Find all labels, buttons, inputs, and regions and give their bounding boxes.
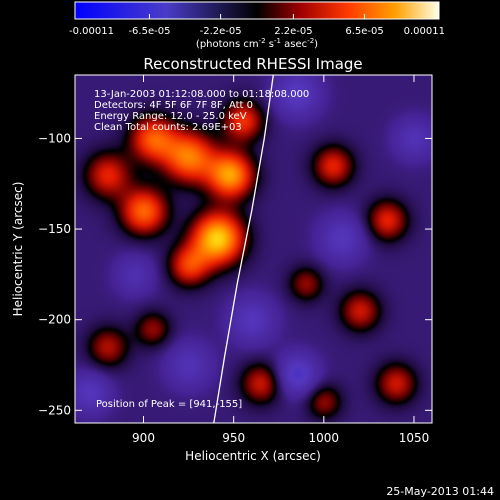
x-axis-ticks: 900 950 1000 1050 — [132, 75, 429, 445]
y-tick-label: −200 — [38, 313, 71, 327]
image-annotations: 13-Jan-2003 01:12:08.000 to 01:18:08.000… — [94, 89, 309, 133]
annotation-line: 13-Jan-2003 01:12:08.000 to 01:18:08.000 — [94, 89, 309, 100]
y-tick-label: −250 — [38, 403, 71, 417]
x-tick-label: 1050 — [399, 431, 430, 445]
x-tick-label: 950 — [222, 431, 245, 445]
y-tick-label: −100 — [38, 131, 71, 145]
colorbar-ticks: -0.00011 -6.5e-05 -2.2e-05 2.2e-05 6.5e-05 0.… — [69, 14, 445, 37]
colorbar-tick-label: 0.00011 — [404, 26, 445, 37]
annotation-line: Detectors: 4F 5F 6F 7F 8F, Att 0 — [94, 100, 253, 111]
colorbar-tick-label: -0.00011 — [69, 26, 114, 37]
colorbar-tick-label: 6.5e-05 — [345, 26, 383, 37]
peak-position-label: Position of Peak = [941,-155] — [96, 399, 242, 410]
x-axis-label: Heliocentric X (arcsec) — [185, 449, 321, 463]
footer-date: 25-May-2013 01:44 — [386, 485, 494, 498]
x-tick-label: 900 — [132, 431, 155, 445]
y-axis-label: Heliocentric Y (arcsec) — [11, 182, 25, 317]
y-axis-ticks: −100 −150 −200 −250 — [38, 131, 432, 417]
colorbar-tick-label: -2.2e-05 — [200, 26, 242, 37]
plot-area: 900 950 1000 1050 −100 −150 −200 −250 — [38, 74, 433, 445]
annotation-line: Clean Total counts: 2.69E+03 — [94, 122, 242, 133]
colorbar: -0.00011 -6.5e-05 -2.2e-05 2.2e-05 6.5e-05 0.… — [69, 1, 445, 50]
colorbar-tick-label: -6.5e-05 — [128, 26, 170, 37]
chart-title: Reconstructed RHESSI Image — [143, 55, 362, 73]
annotation-line: Energy Range: 12.0 - 25.0 keV — [94, 111, 247, 122]
colorbar-gradient — [74, 1, 440, 20]
plot-frame — [74, 74, 433, 424]
y-tick-label: −150 — [38, 222, 71, 236]
colorbar-tick-label: 2.2e-05 — [274, 26, 312, 37]
solar-limb-line — [213, 75, 274, 423]
x-tick-label: 1000 — [309, 431, 340, 445]
heatmap-image — [75, 75, 432, 423]
colorbar-units: (photons cm-2 s-1 asec-2) — [196, 37, 318, 50]
